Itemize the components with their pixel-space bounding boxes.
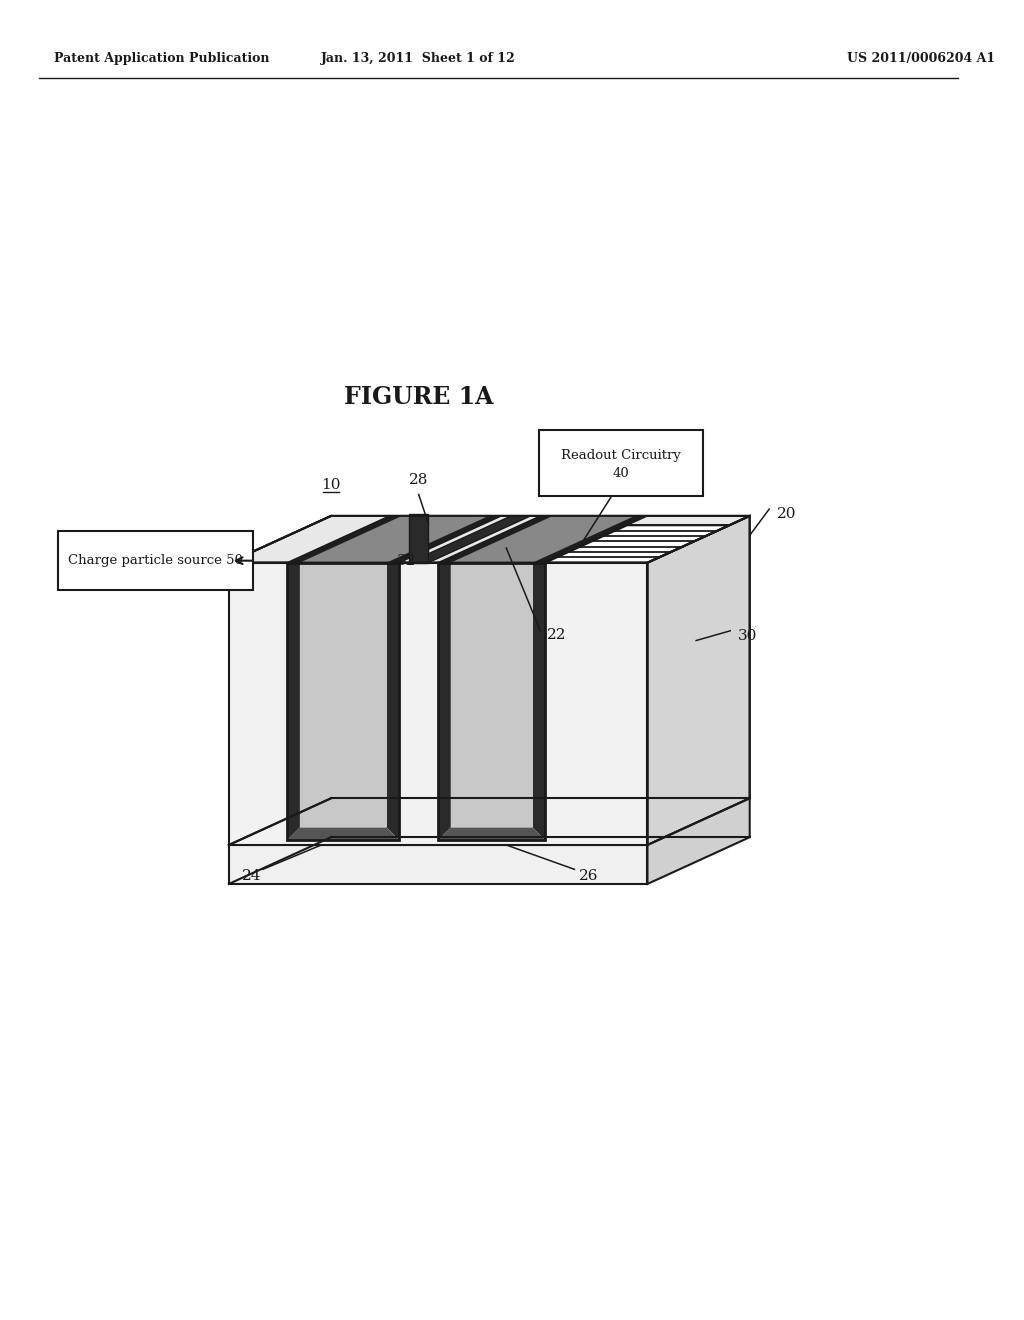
Polygon shape <box>287 562 300 840</box>
Polygon shape <box>409 516 530 562</box>
Polygon shape <box>228 562 647 845</box>
Text: US 2011/0006204 A1: US 2011/0006204 A1 <box>847 51 995 65</box>
Text: 32: 32 <box>397 553 417 568</box>
Bar <box>540 430 702 496</box>
Polygon shape <box>228 845 647 884</box>
Polygon shape <box>451 562 532 828</box>
Polygon shape <box>647 799 750 884</box>
Polygon shape <box>300 562 386 828</box>
Polygon shape <box>287 828 399 840</box>
Text: 28: 28 <box>409 473 428 487</box>
Text: Readout Circuitry: Readout Circuitry <box>561 449 681 462</box>
Polygon shape <box>438 562 545 840</box>
Polygon shape <box>438 562 451 840</box>
Text: FIGURE 1A: FIGURE 1A <box>344 385 494 409</box>
Text: Patent Application Publication: Patent Application Publication <box>53 51 269 65</box>
Polygon shape <box>438 516 647 562</box>
Text: 20: 20 <box>777 507 797 521</box>
Polygon shape <box>647 516 750 845</box>
Text: Jan. 13, 2011  Sheet 1 of 12: Jan. 13, 2011 Sheet 1 of 12 <box>322 51 516 65</box>
Polygon shape <box>532 562 545 840</box>
Text: 10: 10 <box>322 478 341 492</box>
Text: 22: 22 <box>547 628 566 642</box>
Polygon shape <box>545 525 729 562</box>
Text: 30: 30 <box>738 628 758 643</box>
Polygon shape <box>300 516 488 562</box>
Polygon shape <box>287 516 502 562</box>
Polygon shape <box>438 828 545 840</box>
Text: 40: 40 <box>612 466 630 479</box>
Polygon shape <box>287 562 399 840</box>
Polygon shape <box>386 562 399 840</box>
Text: 26: 26 <box>580 869 599 883</box>
Text: Charge particle source 50: Charge particle source 50 <box>69 554 244 568</box>
Polygon shape <box>451 516 635 562</box>
Polygon shape <box>228 516 750 562</box>
Polygon shape <box>409 513 428 562</box>
Bar <box>58 532 253 590</box>
Text: 24: 24 <box>242 869 261 883</box>
